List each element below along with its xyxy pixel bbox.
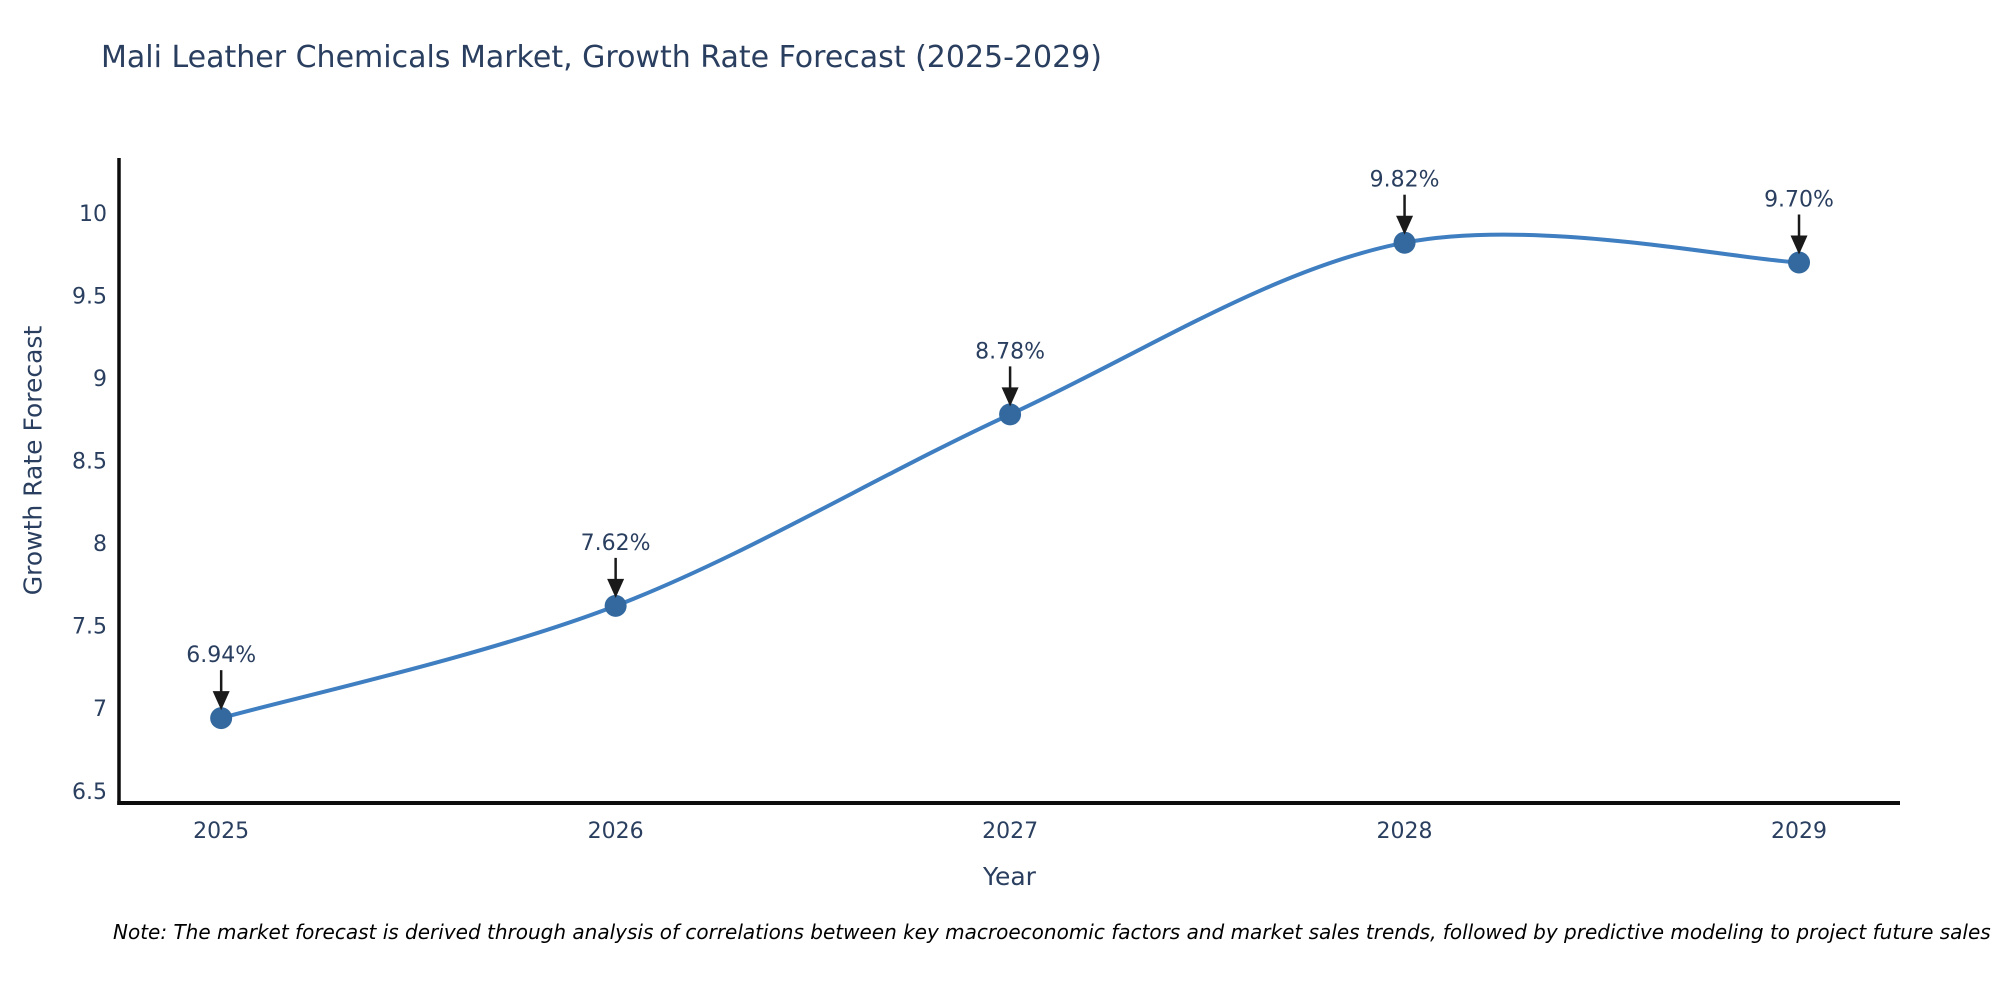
- y-tick-label: 8: [93, 532, 107, 557]
- x-tick-label: 2028: [1377, 819, 1433, 844]
- annotation-arrowhead: [1001, 387, 1019, 407]
- y-axis-title-container: Growth Rate Forecast: [16, 0, 50, 920]
- y-tick-label: 9: [93, 367, 107, 392]
- y-tick-label: 7.5: [72, 615, 107, 640]
- data-point-marker: [604, 594, 627, 617]
- annotation-arrowhead: [1790, 235, 1808, 255]
- x-tick-label: 2027: [982, 819, 1038, 844]
- data-point-marker: [1788, 251, 1811, 274]
- annotation-arrowhead: [607, 578, 625, 598]
- x-tick-label: 2029: [1771, 819, 1827, 844]
- y-tick-label: 10: [79, 202, 107, 227]
- data-point-value-label: 9.82%: [1370, 168, 1440, 193]
- data-point-value-label: 9.70%: [1764, 188, 1834, 213]
- chart-title: Mali Leather Chemicals Market, Growth Ra…: [101, 40, 1103, 75]
- forecast-line-series: [219, 232, 1802, 721]
- y-tick-label: 9.5: [72, 285, 107, 310]
- data-point-value-label: 7.62%: [581, 531, 651, 556]
- y-tick-label: 6.5: [72, 780, 107, 805]
- x-axis-title: Year: [983, 862, 1036, 891]
- data-point-value-label: 6.94%: [186, 643, 256, 668]
- annotation-arrowhead: [212, 691, 230, 711]
- data-point-value-label: 8.78%: [975, 339, 1045, 364]
- chart-footnote: Note: The market forecast is derived thr…: [113, 920, 1991, 944]
- y-axis-title: Growth Rate Forecast: [18, 325, 48, 595]
- data-point-marker: [210, 707, 233, 730]
- y-tick-label: 8.5: [72, 450, 107, 475]
- x-tick-label: 2025: [193, 819, 249, 844]
- data-point-marker: [1393, 231, 1416, 254]
- x-tick-label: 2026: [588, 819, 644, 844]
- y-tick-label: 7: [93, 697, 107, 722]
- annotation-arrowhead: [1396, 215, 1414, 235]
- data-point-marker: [999, 403, 1022, 426]
